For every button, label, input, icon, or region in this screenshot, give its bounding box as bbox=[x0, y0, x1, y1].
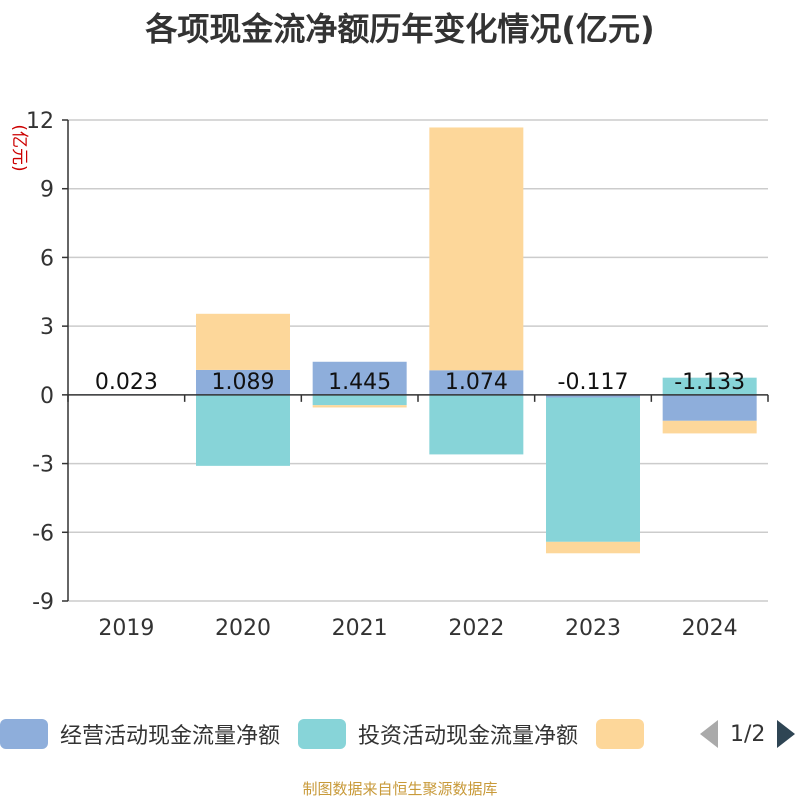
legend-page-indicator: 1/2 bbox=[730, 721, 766, 747]
y-tick-label: -9 bbox=[32, 590, 54, 615]
data-label: 1.445 bbox=[328, 370, 391, 395]
legend: 经营活动现金流量净额 投资活动现金流量净额 1/2 bbox=[0, 714, 800, 754]
legend-item-financing[interactable] bbox=[596, 719, 656, 749]
bar-financing-2023 bbox=[546, 541, 640, 554]
legend-pager: 1/2 bbox=[700, 714, 796, 754]
pager-prev-icon[interactable] bbox=[700, 720, 718, 748]
bar-investing-2023 bbox=[546, 397, 640, 542]
x-tick-label: 2021 bbox=[332, 616, 388, 641]
y-tick-label: 12 bbox=[26, 109, 54, 134]
x-tick-label: 2020 bbox=[215, 616, 271, 641]
y-tick-label: -6 bbox=[32, 521, 54, 546]
legend-label-operating: 经营活动现金流量净额 bbox=[60, 724, 281, 749]
legend-item-operating[interactable]: 经营活动现金流量净额 bbox=[0, 718, 280, 750]
bar-financing-2021 bbox=[312, 405, 407, 408]
pager-next-icon[interactable] bbox=[777, 720, 796, 748]
source-note: 制图数据来自恒生聚源数据库 bbox=[302, 780, 498, 798]
y-tick-label: -3 bbox=[32, 453, 54, 478]
legend-item-investing[interactable]: 投资活动现金流量净额 bbox=[298, 718, 578, 750]
y-axis-label: (亿元) bbox=[9, 124, 29, 171]
x-tick-label: 2024 bbox=[682, 616, 738, 641]
bar-financing-2024 bbox=[662, 420, 757, 434]
bar-operating-2022 bbox=[429, 370, 524, 395]
bar-operating-2024 bbox=[662, 394, 757, 421]
chart-title: 各项现金流净额历年变化情况(亿元) bbox=[145, 10, 655, 48]
x-tick-label: 2022 bbox=[448, 616, 504, 641]
bar-financing-2022 bbox=[429, 127, 524, 371]
data-label: -1.133 bbox=[674, 370, 745, 395]
legend-swatch-financing bbox=[596, 719, 645, 749]
bar-operating-2021 bbox=[312, 361, 407, 395]
legend-swatch-investing bbox=[298, 719, 347, 749]
legend-swatch-operating bbox=[0, 719, 48, 749]
bar-operating-2020 bbox=[196, 369, 290, 395]
bar-investing-2021 bbox=[312, 394, 407, 406]
bar-investing-2020 bbox=[196, 394, 290, 466]
data-label: -0.117 bbox=[558, 370, 629, 395]
data-label: 1.074 bbox=[445, 370, 508, 395]
bar-operating-2023 bbox=[546, 394, 640, 398]
x-tick-label: 2023 bbox=[565, 616, 621, 641]
legend-label-investing: 投资活动现金流量净额 bbox=[358, 724, 579, 749]
x-tick-label: 2019 bbox=[98, 616, 154, 641]
bar-financing-2020 bbox=[196, 313, 290, 370]
y-tick-label: 9 bbox=[40, 178, 54, 203]
chart-plot: 12 9 6 3 0 -3 -6 -9 2019 2020 2021 2022 2023 2024 0.0… bbox=[9, 109, 769, 641]
y-tick-label: 3 bbox=[40, 315, 54, 340]
data-label: 0.023 bbox=[95, 370, 158, 395]
y-tick-label: 0 bbox=[40, 384, 54, 409]
bar-investing-2024 bbox=[662, 377, 757, 395]
data-label: 1.089 bbox=[212, 370, 275, 395]
bar-investing-2022 bbox=[429, 394, 524, 455]
y-tick-label: 6 bbox=[40, 246, 54, 271]
